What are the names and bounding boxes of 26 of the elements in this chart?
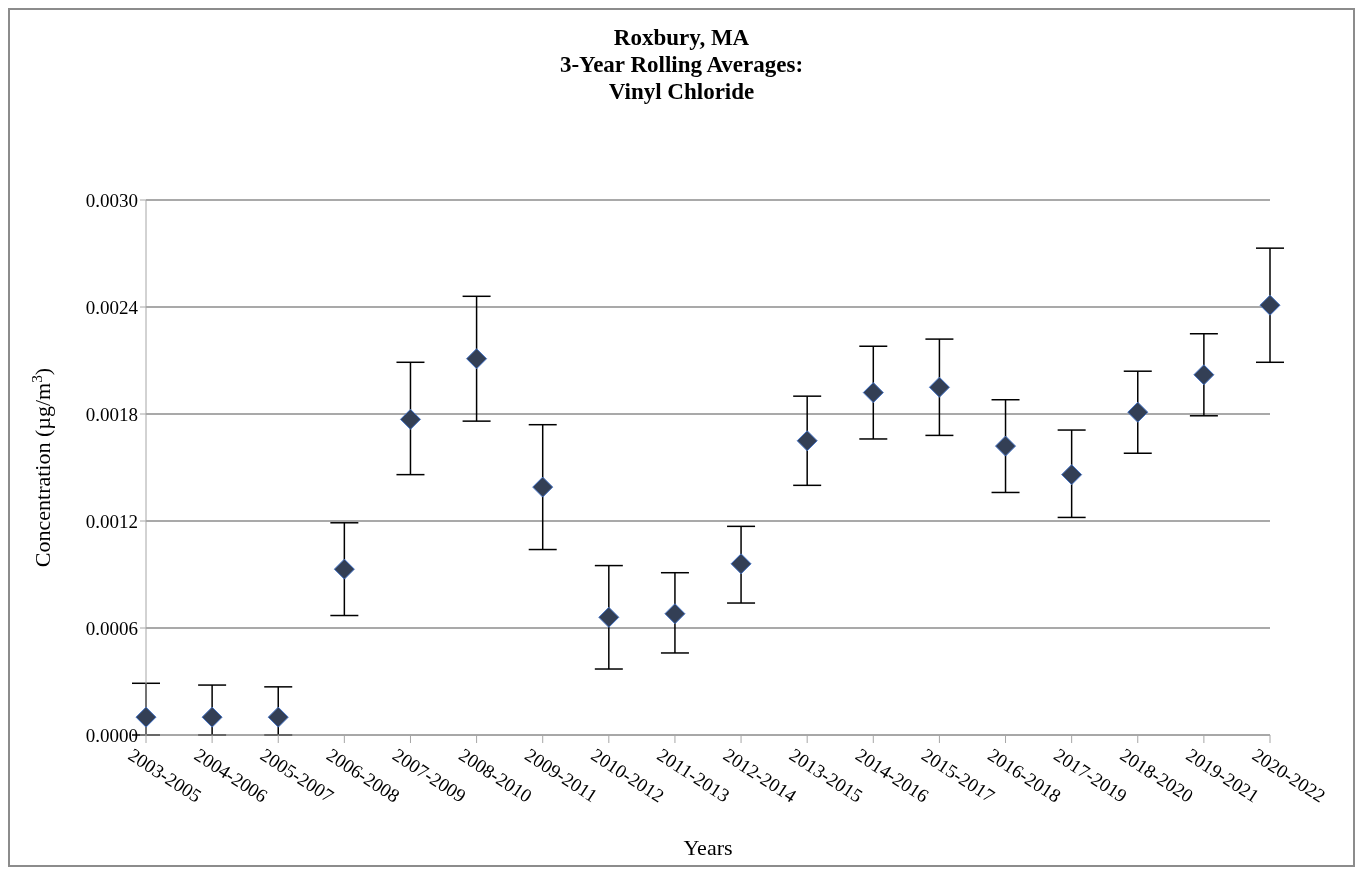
point (995, 435, 1017, 457)
y-tick-label: 0.0006 (85, 617, 138, 639)
point (201, 706, 223, 728)
y-tick-label: 0.0000 (85, 724, 138, 746)
point (466, 348, 488, 370)
point (1259, 294, 1281, 316)
point (664, 603, 686, 625)
point (862, 382, 884, 404)
x-axis-title: Years (683, 835, 733, 860)
point (730, 553, 752, 575)
y-tick-label: 0.0018 (85, 403, 138, 425)
point (598, 606, 620, 628)
point (267, 706, 289, 728)
point (333, 558, 355, 580)
point (1061, 464, 1083, 486)
y-tick-label: 0.0024 (85, 296, 139, 318)
point (796, 430, 818, 452)
point (928, 376, 950, 398)
y-tick-label: 0.0030 (85, 189, 138, 211)
point (532, 476, 554, 498)
point (1127, 401, 1149, 423)
chart-title: Roxbury, MA 3-Year Rolling Averages: Vinyl Chloride (558, 24, 805, 105)
point (1193, 364, 1215, 386)
point (399, 408, 421, 430)
y-tick-label: 0.0012 (85, 510, 138, 532)
point (135, 706, 157, 728)
